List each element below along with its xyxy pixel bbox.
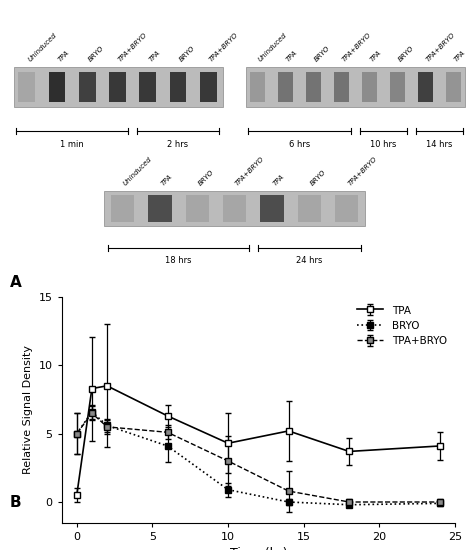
Bar: [109, 72, 126, 102]
Bar: [335, 195, 358, 222]
Text: TPA+BRYO: TPA+BRYO: [341, 31, 373, 63]
Text: TPA: TPA: [148, 50, 161, 63]
Bar: [223, 195, 246, 222]
Text: BRYO: BRYO: [87, 45, 105, 63]
Text: Uninduced: Uninduced: [122, 156, 154, 187]
Bar: [390, 72, 405, 102]
Text: 14 hrs: 14 hrs: [427, 140, 453, 148]
Bar: [79, 72, 96, 102]
Text: TPA: TPA: [57, 50, 70, 63]
Text: 1 min: 1 min: [60, 140, 84, 148]
Bar: [250, 72, 265, 102]
Bar: [246, 67, 465, 107]
Text: TPA: TPA: [370, 50, 383, 63]
Text: Uninduced: Uninduced: [27, 32, 58, 63]
Bar: [334, 72, 349, 102]
Bar: [111, 195, 134, 222]
Text: BRYO: BRYO: [310, 169, 327, 187]
Text: TPA: TPA: [160, 173, 173, 187]
Text: 2 hrs: 2 hrs: [167, 140, 189, 148]
Bar: [139, 72, 156, 102]
Bar: [260, 195, 284, 222]
Bar: [104, 191, 365, 227]
Bar: [200, 72, 217, 102]
Text: TPA+BRYO: TPA+BRYO: [347, 156, 378, 187]
Bar: [362, 72, 377, 102]
Text: BRYO: BRYO: [313, 45, 331, 63]
Bar: [170, 72, 186, 102]
X-axis label: Time (hr): Time (hr): [229, 547, 287, 550]
Text: BRYO: BRYO: [398, 45, 415, 63]
Bar: [306, 72, 321, 102]
Text: 18 hrs: 18 hrs: [165, 256, 192, 265]
Bar: [148, 195, 172, 222]
Bar: [298, 195, 321, 222]
Text: BRYO: BRYO: [178, 45, 196, 63]
Bar: [418, 72, 433, 102]
Bar: [14, 67, 223, 107]
Text: TPA+BRYO: TPA+BRYO: [118, 31, 148, 63]
Text: TPA: TPA: [454, 50, 467, 63]
Text: 10 hrs: 10 hrs: [370, 140, 397, 148]
Text: BRYO: BRYO: [197, 169, 215, 187]
Bar: [278, 72, 293, 102]
Bar: [49, 72, 65, 102]
Text: Uninduced: Uninduced: [257, 32, 288, 63]
Text: TPA: TPA: [272, 173, 285, 187]
Text: TPA+BRYO: TPA+BRYO: [426, 31, 456, 63]
Text: TPA+BRYO: TPA+BRYO: [208, 31, 239, 63]
Text: TPA+BRYO: TPA+BRYO: [235, 156, 266, 187]
Text: 24 hrs: 24 hrs: [296, 256, 322, 265]
Legend: TPA, BRYO, TPA+BRYO: TPA, BRYO, TPA+BRYO: [354, 302, 450, 350]
Text: TPA: TPA: [285, 50, 299, 63]
Y-axis label: Relative Signal Density: Relative Signal Density: [23, 345, 33, 474]
Bar: [185, 195, 209, 222]
Bar: [446, 72, 461, 102]
Bar: [18, 72, 35, 102]
Text: B: B: [9, 495, 21, 510]
Text: 6 hrs: 6 hrs: [289, 140, 310, 148]
Text: A: A: [9, 275, 21, 290]
